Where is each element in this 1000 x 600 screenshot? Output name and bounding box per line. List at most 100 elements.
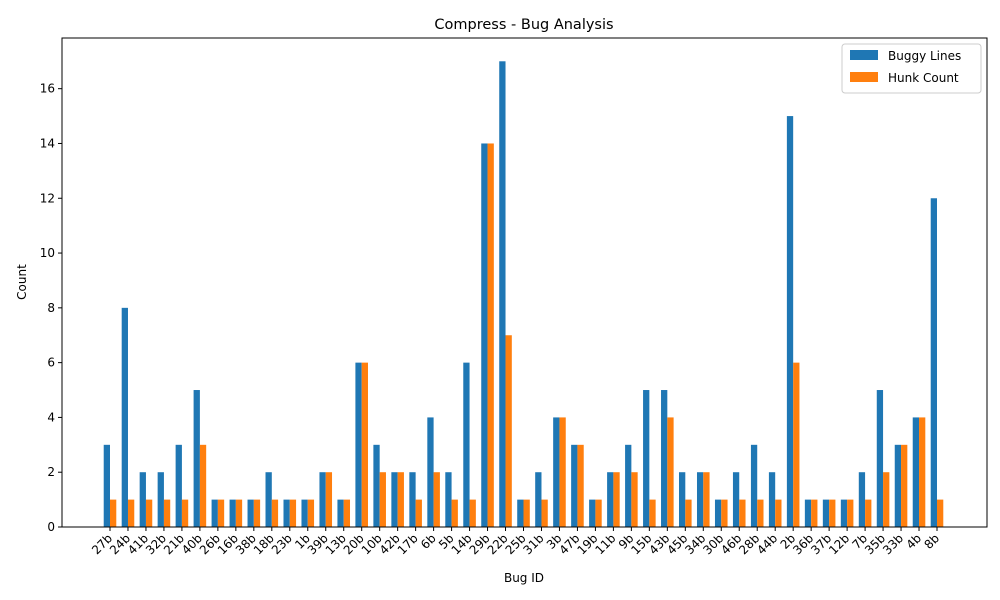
bar-buggy-lines-29b bbox=[481, 143, 488, 527]
bar-hunk-count-43b bbox=[667, 417, 674, 527]
bar-buggy-lines-40b bbox=[193, 390, 200, 527]
bar-buggy-lines-16b bbox=[229, 499, 236, 527]
bar-hunk-count-13b bbox=[343, 499, 351, 527]
bar-hunk-count-36b bbox=[811, 499, 818, 527]
bar-buggy-lines-35b bbox=[876, 390, 884, 527]
legend-swatch-buggy-lines bbox=[850, 50, 878, 60]
bar-hunk-count-20b bbox=[361, 362, 368, 527]
bar-buggy-lines-18b bbox=[265, 472, 272, 527]
y-tick-label: 0 bbox=[47, 520, 55, 534]
bar-buggy-lines-38b bbox=[247, 499, 254, 527]
bar-buggy-lines-13b bbox=[337, 499, 344, 527]
bar-buggy-lines-7b bbox=[858, 472, 866, 527]
bar-buggy-lines-34b bbox=[696, 472, 704, 527]
y-tick-label: 2 bbox=[47, 465, 55, 479]
bar-hunk-count-32b bbox=[163, 499, 171, 527]
chart-title: Compress - Bug Analysis bbox=[434, 17, 613, 33]
legend-swatch-hunk-count bbox=[850, 72, 878, 82]
legend: Buggy Lines Hunk Count bbox=[841, 43, 982, 94]
bar-hunk-count-44b bbox=[775, 499, 782, 527]
bar-hunk-count-19b bbox=[595, 499, 602, 527]
bar-hunk-count-30b bbox=[721, 499, 728, 527]
bar-buggy-lines-39b bbox=[319, 472, 326, 527]
bar-buggy-lines-23b bbox=[283, 499, 290, 527]
bar-hunk-count-31b bbox=[541, 499, 548, 527]
bar-buggy-lines-27b bbox=[103, 444, 110, 527]
bars-layer bbox=[103, 61, 944, 527]
bar-buggy-lines-43b bbox=[661, 390, 668, 527]
bar-buggy-lines-30b bbox=[714, 499, 722, 527]
bar-buggy-lines-17b bbox=[409, 472, 416, 527]
plot-frame bbox=[61, 37, 988, 528]
bar-hunk-count-23b bbox=[289, 499, 297, 527]
bar-buggy-lines-32b bbox=[157, 472, 164, 527]
y-tick-label: 12 bbox=[40, 191, 55, 205]
bar-hunk-count-11b bbox=[613, 472, 620, 527]
bar-hunk-count-9b bbox=[631, 472, 638, 527]
x-axis-label: Bug ID bbox=[504, 571, 544, 585]
y-tick-label: 8 bbox=[47, 301, 55, 315]
bar-hunk-count-16b bbox=[235, 499, 243, 527]
bar-hunk-count-46b bbox=[739, 499, 746, 527]
bar-buggy-lines-19b bbox=[589, 499, 596, 527]
bar-hunk-count-15b bbox=[649, 499, 656, 527]
bar-buggy-lines-22b bbox=[499, 61, 506, 527]
bar-buggy-lines-26b bbox=[211, 499, 218, 527]
bar-hunk-count-2b bbox=[793, 362, 800, 527]
legend-label-hunk-count: Hunk Count bbox=[888, 71, 959, 85]
bar-buggy-lines-9b bbox=[625, 444, 632, 527]
bar-buggy-lines-1b bbox=[301, 499, 308, 527]
bar-hunk-count-37b bbox=[829, 499, 836, 527]
bar-buggy-lines-45b bbox=[679, 472, 686, 527]
bar-buggy-lines-12b bbox=[840, 499, 848, 527]
bar-hunk-count-28b bbox=[757, 499, 764, 527]
bar-buggy-lines-42b bbox=[391, 472, 398, 527]
bar-buggy-lines-37b bbox=[822, 499, 830, 527]
y-tick-label: 16 bbox=[40, 82, 55, 96]
bar-hunk-count-45b bbox=[685, 499, 692, 527]
bar-hunk-count-40b bbox=[199, 444, 207, 527]
bar-buggy-lines-10b bbox=[373, 444, 380, 527]
bar-buggy-lines-25b bbox=[517, 499, 524, 527]
y-tick-label: 6 bbox=[47, 356, 55, 370]
y-axis-ticks: 0 2 4 6 8 10 12 14 16 bbox=[40, 82, 62, 534]
bar-hunk-count-38b bbox=[253, 499, 261, 527]
bar-buggy-lines-24b bbox=[121, 307, 128, 527]
bar-buggy-lines-46b bbox=[732, 472, 740, 527]
bar-buggy-lines-8b bbox=[930, 198, 937, 527]
bar-hunk-count-39b bbox=[325, 472, 333, 527]
bar-buggy-lines-31b bbox=[535, 472, 542, 527]
y-tick-label: 4 bbox=[47, 410, 55, 424]
bar-buggy-lines-3b bbox=[553, 417, 560, 527]
bar-buggy-lines-11b bbox=[607, 472, 614, 527]
bar-hunk-count-1b bbox=[307, 499, 315, 527]
bar-hunk-count-41b bbox=[145, 499, 153, 527]
legend-label-buggy-lines: Buggy Lines bbox=[888, 49, 961, 63]
bar-hunk-count-5b bbox=[451, 499, 458, 527]
bar-hunk-count-27b bbox=[110, 499, 117, 527]
bar-buggy-lines-14b bbox=[463, 362, 470, 527]
bar-buggy-lines-36b bbox=[804, 499, 812, 527]
bar-buggy-lines-2b bbox=[786, 116, 794, 527]
bar-hunk-count-33b bbox=[901, 444, 908, 527]
bar-hunk-count-42b bbox=[397, 472, 404, 527]
bar-hunk-count-34b bbox=[703, 472, 710, 527]
bar-hunk-count-6b bbox=[433, 472, 440, 527]
bar-hunk-count-18b bbox=[271, 499, 279, 527]
bar-hunk-count-7b bbox=[865, 499, 872, 527]
bar-hunk-count-8b bbox=[937, 499, 944, 527]
bar-buggy-lines-33b bbox=[894, 444, 902, 527]
bar-hunk-count-35b bbox=[883, 472, 890, 527]
y-axis-label: Count bbox=[15, 264, 29, 300]
bar-buggy-lines-44b bbox=[768, 472, 776, 527]
bar-buggy-lines-28b bbox=[750, 444, 758, 527]
bar-hunk-count-14b bbox=[469, 499, 476, 527]
bar-hunk-count-26b bbox=[217, 499, 225, 527]
bar-hunk-count-12b bbox=[847, 499, 854, 527]
bar-buggy-lines-20b bbox=[355, 362, 362, 527]
bar-buggy-lines-41b bbox=[139, 472, 146, 527]
bar-buggy-lines-47b bbox=[571, 444, 578, 527]
bar-hunk-count-24b bbox=[127, 499, 135, 527]
y-tick-label: 14 bbox=[40, 136, 55, 150]
